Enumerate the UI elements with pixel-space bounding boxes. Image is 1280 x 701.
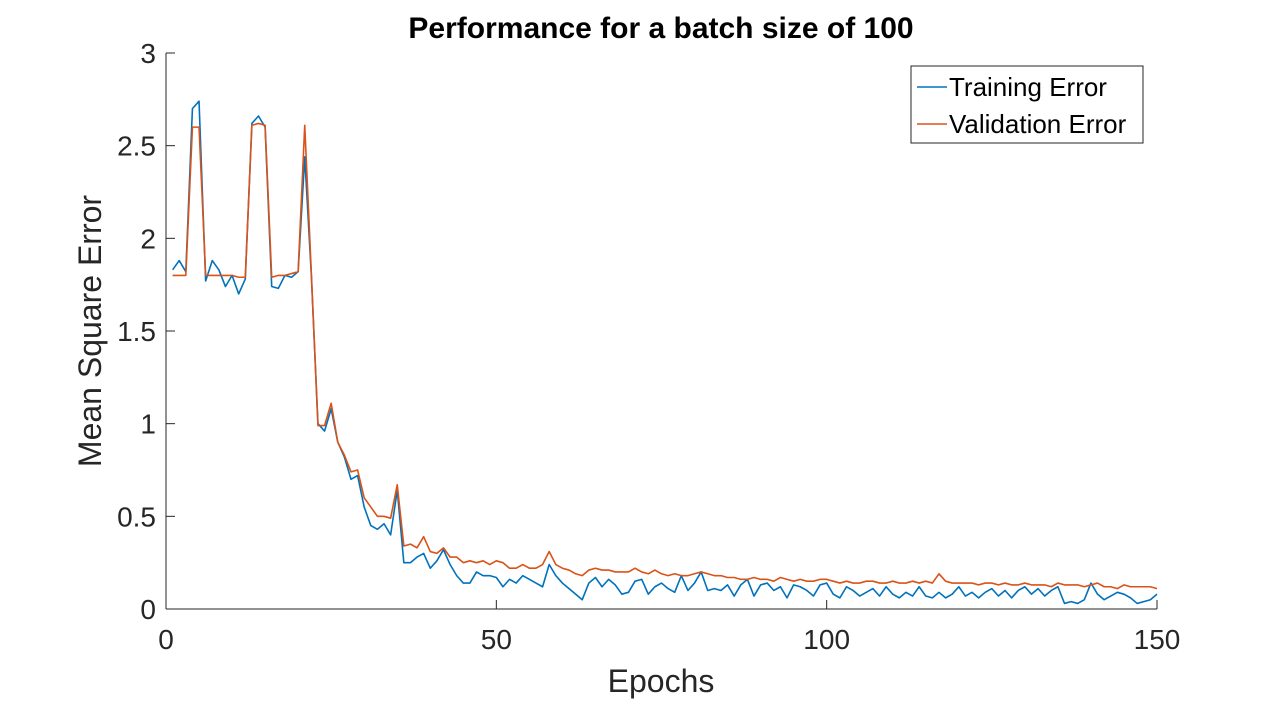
y-tick-label: 1.5 [117, 316, 156, 347]
y-tick-label: 2 [140, 223, 156, 254]
legend-box [910, 65, 1144, 144]
legend-label-validation-error: Validation Error [949, 109, 1127, 139]
plot-area: 0 0.5 1 1.5 2 2.5 3 0 50 100 150 Training Error Vali… [117, 38, 1180, 655]
training-error-line [171, 100, 1158, 605]
x-tick-label: 150 [1134, 624, 1181, 655]
legend-label-training-error: Training Error [949, 72, 1107, 102]
x-tick-label: 0 [158, 624, 174, 655]
y-tick-label: 0.5 [117, 501, 156, 532]
y-tick-label: 1 [140, 409, 156, 440]
y-tick-label: 2.5 [117, 131, 156, 162]
chart-title: Performance for a batch size of 100 [408, 12, 913, 45]
validation-error-line [172, 122, 1158, 590]
y-tick-label: 3 [140, 38, 156, 69]
x-tick-label: 50 [481, 624, 512, 655]
x-axis-label: Epochs [608, 663, 715, 699]
x-tick-label: 100 [803, 624, 850, 655]
y-axis-label: Mean Square Error [72, 195, 108, 467]
y-tick-label: 0 [140, 594, 156, 625]
